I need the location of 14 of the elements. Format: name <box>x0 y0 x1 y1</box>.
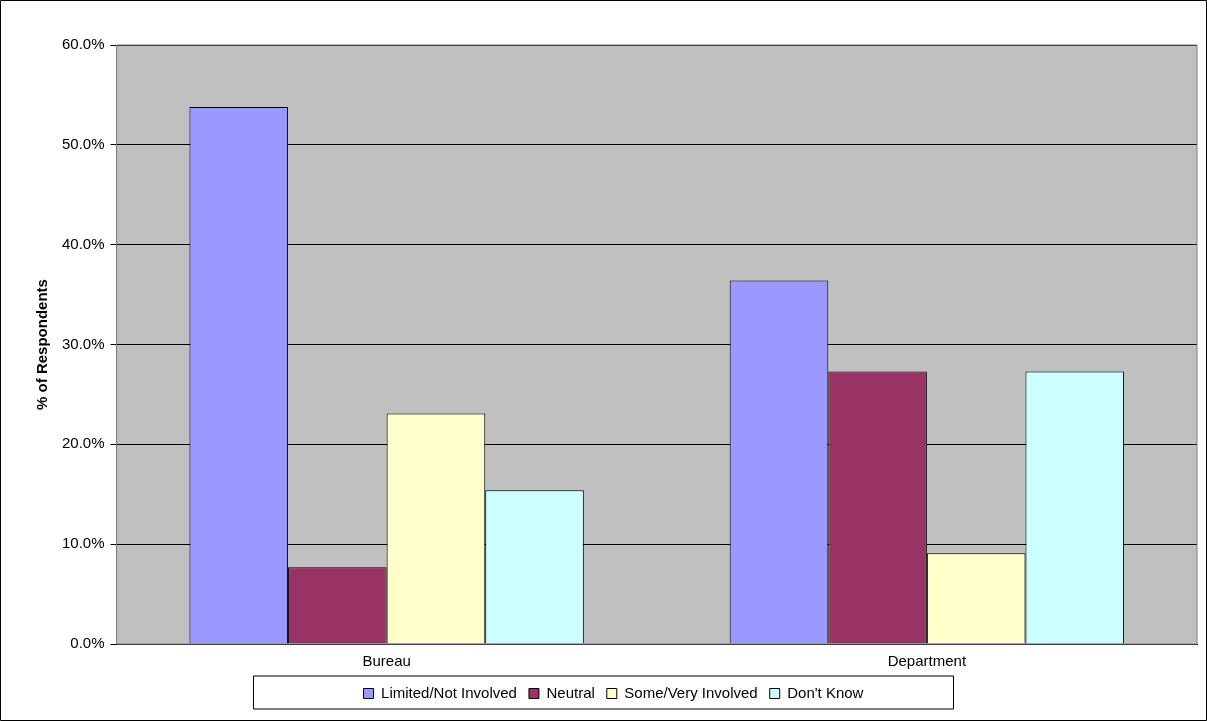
y-axis-title: % of Respondents <box>33 279 51 410</box>
y-tick-label: 10.0% <box>61 534 105 552</box>
legend-label: Neutral <box>546 683 595 701</box>
x-tick-label: Department <box>887 652 967 670</box>
y-tick-label: 0.0% <box>70 634 105 652</box>
y-tick-label: 40.0% <box>61 234 105 252</box>
y-tick-label: 20.0% <box>61 434 105 452</box>
x-tick-label: Bureau <box>362 652 411 670</box>
legend-label: Limited/Not Involved <box>381 683 517 701</box>
legend-label: Don't Know <box>787 683 864 701</box>
legend-label: Some/Very Involved <box>624 683 758 701</box>
y-tick-label: 60.0% <box>61 35 105 53</box>
y-tick-label: 50.0% <box>61 134 105 152</box>
y-tick-label: 30.0% <box>61 334 105 352</box>
